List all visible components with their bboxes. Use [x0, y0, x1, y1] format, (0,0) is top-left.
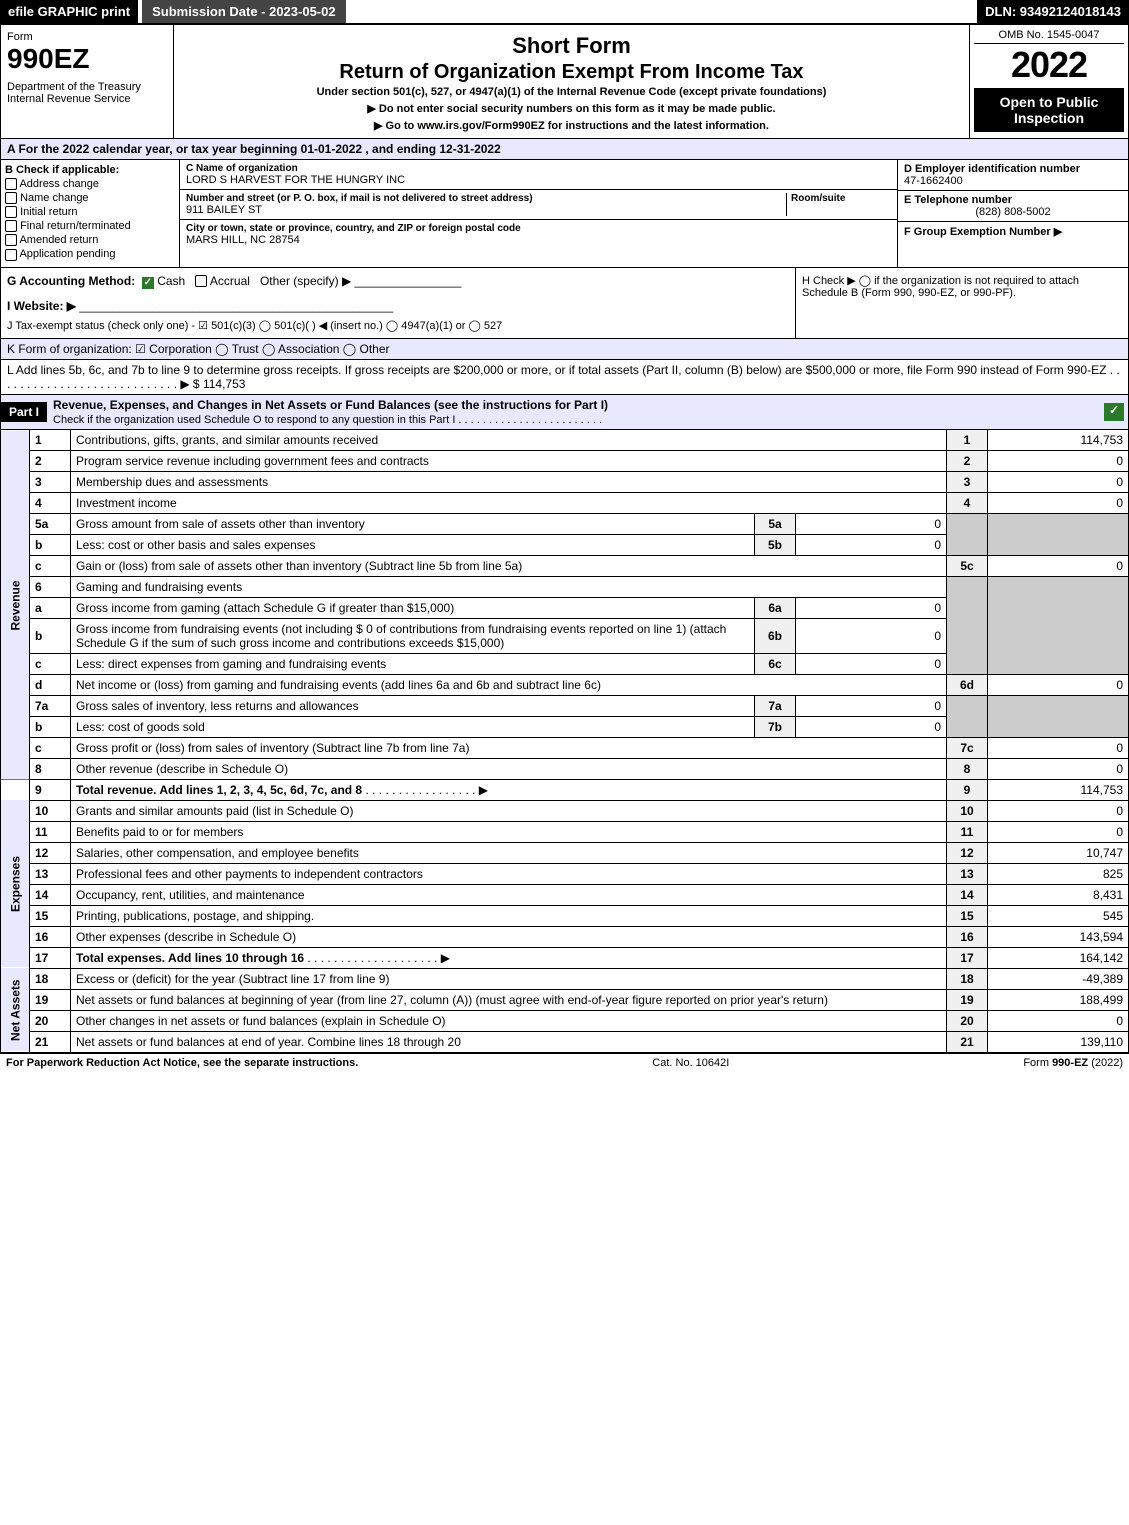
part-1-sub: Check if the organization used Schedule …: [53, 414, 602, 426]
title-short-form: Short Form: [180, 33, 963, 59]
part-1-title: Revenue, Expenses, and Changes in Net As…: [53, 398, 608, 412]
accounting-method: G Accounting Method: ✓ Cash Accrual Othe…: [7, 274, 789, 289]
org-name-label: C Name of organization: [186, 163, 891, 174]
note-link[interactable]: ▶ Go to www.irs.gov/Form990EZ for instru…: [180, 119, 963, 132]
section-b-label: B Check if applicable:: [5, 164, 175, 176]
info-block: B Check if applicable: Address change Na…: [0, 160, 1129, 268]
tel-label: E Telephone number: [904, 194, 1122, 206]
line-14: 14Occupancy, rent, utilities, and mainte…: [1, 884, 1129, 905]
section-def: D Employer identification number 47-1662…: [898, 160, 1128, 267]
gross-receipts-value: 114,753: [203, 377, 246, 391]
line-11: 11Benefits paid to or for members 110: [1, 821, 1129, 842]
open-inspection: Open to Public Inspection: [974, 88, 1124, 132]
row-l-gross-receipts: L Add lines 5b, 6c, and 7b to line 9 to …: [0, 360, 1129, 395]
line-15: 15Printing, publications, postage, and s…: [1, 905, 1129, 926]
section-ghij: G Accounting Method: ✓ Cash Accrual Othe…: [0, 268, 1129, 339]
chk-amended-return[interactable]: Amended return: [5, 234, 175, 246]
section-b: B Check if applicable: Address change Na…: [1, 160, 180, 267]
line-21: 21Net assets or fund balances at end of …: [1, 1031, 1129, 1052]
footer-right: Form 990-EZ (2022): [1023, 1057, 1123, 1069]
form-header: Form 990EZ Department of the Treasury In…: [0, 24, 1129, 139]
chk-accrual[interactable]: [195, 275, 207, 287]
title-return: Return of Organization Exempt From Incom…: [180, 61, 963, 84]
ein-value: 47-1662400: [904, 175, 1122, 187]
group-exemption-label: F Group Exemption Number ▶: [904, 225, 1122, 238]
row-k-org-form: K Form of organization: ☑ Corporation ◯ …: [0, 339, 1129, 360]
line-10: Expenses 10Grants and similar amounts pa…: [1, 800, 1129, 821]
note-ssn: ▶ Do not enter social security numbers o…: [180, 102, 963, 115]
side-expenses: Expenses: [1, 800, 30, 968]
header-center: Short Form Return of Organization Exempt…: [174, 25, 970, 138]
line-4: 4Investment income 40: [1, 492, 1129, 513]
line-3: 3Membership dues and assessments 30: [1, 471, 1129, 492]
line-18: Net Assets 18Excess or (deficit) for the…: [1, 968, 1129, 989]
part-1-checkbox[interactable]: ✓: [1104, 403, 1124, 421]
top-bar: efile GRAPHIC print Submission Date - 20…: [0, 0, 1129, 24]
efile-label[interactable]: efile GRAPHIC print: [0, 0, 138, 23]
submission-date: Submission Date - 2023-05-02: [142, 0, 346, 23]
department-label: Department of the Treasury Internal Reve…: [7, 81, 167, 105]
lines-table: Revenue 1 Contributions, gifts, grants, …: [0, 430, 1129, 1053]
chk-address-change[interactable]: Address change: [5, 178, 175, 190]
addr-label: Number and street (or P. O. box, if mail…: [186, 193, 786, 204]
org-name: LORD S HARVEST FOR THE HUNGRY INC: [186, 174, 891, 186]
chk-final-return[interactable]: Final return/terminated: [5, 220, 175, 232]
org-address: 911 BAILEY ST: [186, 204, 786, 216]
section-h: H Check ▶ ◯ if the organization is not r…: [795, 268, 1128, 338]
tax-exempt-status: J Tax-exempt status (check only one) - ☑…: [7, 319, 789, 332]
line-6: 6Gaming and fundraising events: [1, 576, 1129, 597]
line-5c: cGain or (loss) from sale of assets othe…: [1, 555, 1129, 576]
city-label: City or town, state or province, country…: [186, 223, 891, 234]
dln-label: DLN: 93492124018143: [977, 0, 1129, 23]
tax-year: 2022: [974, 44, 1124, 86]
chk-initial-return[interactable]: Initial return: [5, 206, 175, 218]
footer-left: For Paperwork Reduction Act Notice, see …: [6, 1057, 358, 1069]
omb-number: OMB No. 1545-0047: [974, 29, 1124, 44]
side-revenue: Revenue: [1, 430, 30, 780]
side-net-assets: Net Assets: [1, 968, 30, 1052]
header-right: OMB No. 1545-0047 2022 Open to Public In…: [970, 25, 1128, 138]
chk-cash[interactable]: ✓: [142, 277, 154, 289]
tel-value: (828) 808-5002: [904, 206, 1122, 218]
footer: For Paperwork Reduction Act Notice, see …: [0, 1053, 1129, 1072]
header-left: Form 990EZ Department of the Treasury In…: [1, 25, 174, 138]
line-17: 17 Total expenses. Add lines 10 through …: [1, 947, 1129, 968]
line-19: 19Net assets or fund balances at beginni…: [1, 989, 1129, 1010]
form-word: Form: [7, 31, 167, 43]
ein-label: D Employer identification number: [904, 163, 1122, 175]
footer-center: Cat. No. 10642I: [358, 1057, 1023, 1069]
form-number: 990EZ: [7, 43, 167, 75]
line-7c: cGross profit or (loss) from sales of in…: [1, 737, 1129, 758]
part-1-label: Part I: [1, 402, 47, 422]
line-9: 9 Total revenue. Add lines 1, 2, 3, 4, 5…: [1, 779, 1129, 800]
line-6d: dNet income or (loss) from gaming and fu…: [1, 674, 1129, 695]
room-label: Room/suite: [791, 193, 891, 204]
subtitle: Under section 501(c), 527, or 4947(a)(1)…: [180, 86, 963, 98]
website-row: I Website: ▶ ___________________________…: [7, 299, 789, 313]
row-a-calendar: A For the 2022 calendar year, or tax yea…: [0, 139, 1129, 160]
org-city: MARS HILL, NC 28754: [186, 234, 891, 246]
part-1-header: Part I Revenue, Expenses, and Changes in…: [0, 395, 1129, 430]
line-7a: 7aGross sales of inventory, less returns…: [1, 695, 1129, 716]
line-12: 12Salaries, other compensation, and empl…: [1, 842, 1129, 863]
chk-name-change[interactable]: Name change: [5, 192, 175, 204]
line-16: 16Other expenses (describe in Schedule O…: [1, 926, 1129, 947]
line-1: Revenue 1 Contributions, gifts, grants, …: [1, 430, 1129, 451]
line-2: 2Program service revenue including gover…: [1, 450, 1129, 471]
section-c: C Name of organization LORD S HARVEST FO…: [180, 160, 898, 267]
line-8: 8Other revenue (describe in Schedule O) …: [1, 758, 1129, 779]
line-20: 20Other changes in net assets or fund ba…: [1, 1010, 1129, 1031]
line-13: 13Professional fees and other payments t…: [1, 863, 1129, 884]
line-5a: 5aGross amount from sale of assets other…: [1, 513, 1129, 534]
chk-application-pending[interactable]: Application pending: [5, 248, 175, 260]
